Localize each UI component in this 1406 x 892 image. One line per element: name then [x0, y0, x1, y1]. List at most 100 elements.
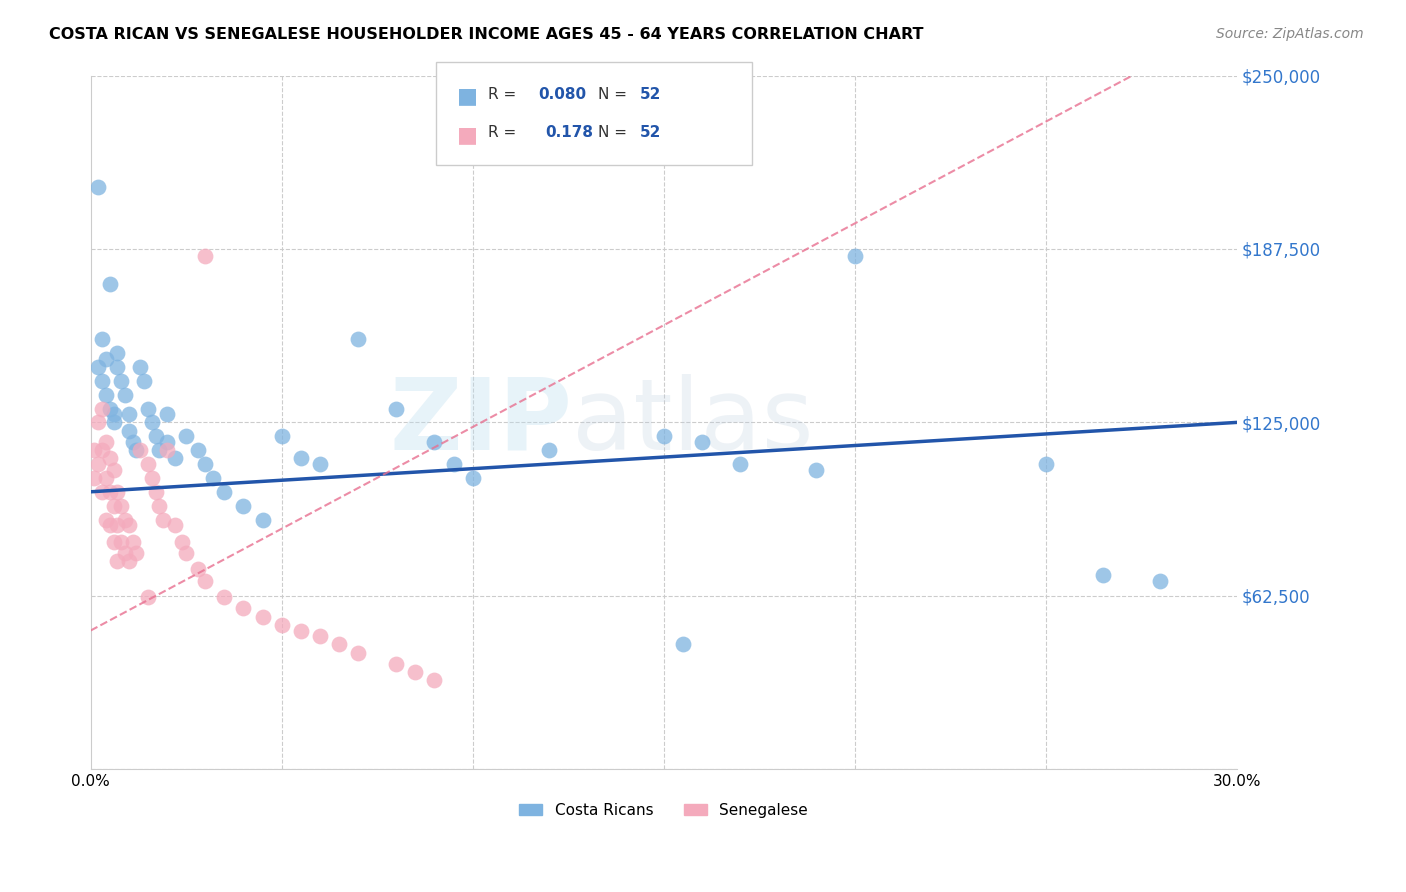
- Point: [114, 512, 136, 526]
- Point: [105, 346, 128, 360]
- Point: [232, 601, 254, 615]
- Point: [174, 546, 197, 560]
- Point: [214, 484, 236, 499]
- Point: [385, 657, 408, 671]
- Point: [290, 624, 312, 638]
- Text: R =: R =: [488, 125, 526, 140]
- Point: [91, 484, 114, 499]
- Point: [94, 387, 117, 401]
- Point: [163, 518, 186, 533]
- Point: [347, 646, 370, 660]
- Point: [328, 637, 350, 651]
- Point: [148, 443, 170, 458]
- Text: N =: N =: [598, 125, 631, 140]
- Point: [110, 374, 132, 388]
- Point: [652, 429, 675, 443]
- Point: [163, 451, 186, 466]
- Point: [156, 443, 179, 458]
- Point: [201, 471, 224, 485]
- Text: atlas: atlas: [572, 374, 814, 471]
- Point: [121, 534, 143, 549]
- Point: [308, 457, 330, 471]
- Point: [194, 249, 217, 263]
- Point: [98, 277, 121, 291]
- Point: [103, 416, 125, 430]
- Point: [114, 546, 136, 560]
- Point: [87, 416, 110, 430]
- Point: [187, 443, 209, 458]
- Point: [87, 359, 110, 374]
- Point: [103, 499, 125, 513]
- Point: [136, 401, 159, 416]
- Point: [110, 534, 132, 549]
- Point: [91, 401, 114, 416]
- Point: [118, 554, 141, 568]
- Point: [385, 401, 408, 416]
- Legend: Costa Ricans, Senegalese: Costa Ricans, Senegalese: [513, 797, 814, 824]
- Point: [118, 424, 141, 438]
- Point: [252, 609, 274, 624]
- Point: [156, 434, 179, 449]
- Point: [121, 434, 143, 449]
- Point: [141, 471, 163, 485]
- Point: [91, 332, 114, 346]
- Point: [125, 546, 148, 560]
- Point: [87, 457, 110, 471]
- Point: [690, 434, 713, 449]
- Text: Source: ZipAtlas.com: Source: ZipAtlas.com: [1216, 27, 1364, 41]
- Point: [94, 471, 117, 485]
- Point: [194, 457, 217, 471]
- Point: [423, 434, 446, 449]
- Point: [214, 591, 236, 605]
- Point: [461, 471, 484, 485]
- Point: [94, 434, 117, 449]
- Point: [1035, 457, 1057, 471]
- Point: [125, 443, 148, 458]
- Point: [145, 484, 167, 499]
- Point: [94, 512, 117, 526]
- Point: [672, 637, 695, 651]
- Point: [105, 518, 128, 533]
- Point: [91, 374, 114, 388]
- Point: [290, 451, 312, 466]
- Text: COSTA RICAN VS SENEGALESE HOUSEHOLDER INCOME AGES 45 - 64 YEARS CORRELATION CHAR: COSTA RICAN VS SENEGALESE HOUSEHOLDER IN…: [49, 27, 924, 42]
- Point: [728, 457, 751, 471]
- Point: [232, 499, 254, 513]
- Point: [91, 443, 114, 458]
- Point: [114, 387, 136, 401]
- Point: [1091, 568, 1114, 582]
- Text: ■: ■: [457, 87, 478, 106]
- Point: [118, 407, 141, 421]
- Point: [98, 484, 121, 499]
- Point: [105, 484, 128, 499]
- Text: 52: 52: [640, 125, 661, 140]
- Point: [174, 429, 197, 443]
- Point: [129, 443, 152, 458]
- Text: ZIP: ZIP: [389, 374, 572, 471]
- Point: [152, 512, 174, 526]
- Point: [98, 518, 121, 533]
- Point: [83, 443, 105, 458]
- Point: [118, 518, 141, 533]
- Point: [105, 359, 128, 374]
- Point: [148, 499, 170, 513]
- Point: [110, 499, 132, 513]
- Point: [404, 665, 426, 680]
- Point: [98, 401, 121, 416]
- Point: [194, 574, 217, 588]
- Point: [172, 534, 194, 549]
- Point: [537, 443, 560, 458]
- Point: [308, 629, 330, 643]
- Point: [252, 512, 274, 526]
- Point: [141, 416, 163, 430]
- Text: R =: R =: [488, 87, 522, 102]
- Point: [443, 457, 465, 471]
- Text: N =: N =: [598, 87, 631, 102]
- Point: [129, 359, 152, 374]
- Point: [105, 554, 128, 568]
- Point: [132, 374, 155, 388]
- Point: [187, 562, 209, 576]
- Point: [156, 407, 179, 421]
- Text: ■: ■: [457, 125, 478, 145]
- Point: [94, 351, 117, 366]
